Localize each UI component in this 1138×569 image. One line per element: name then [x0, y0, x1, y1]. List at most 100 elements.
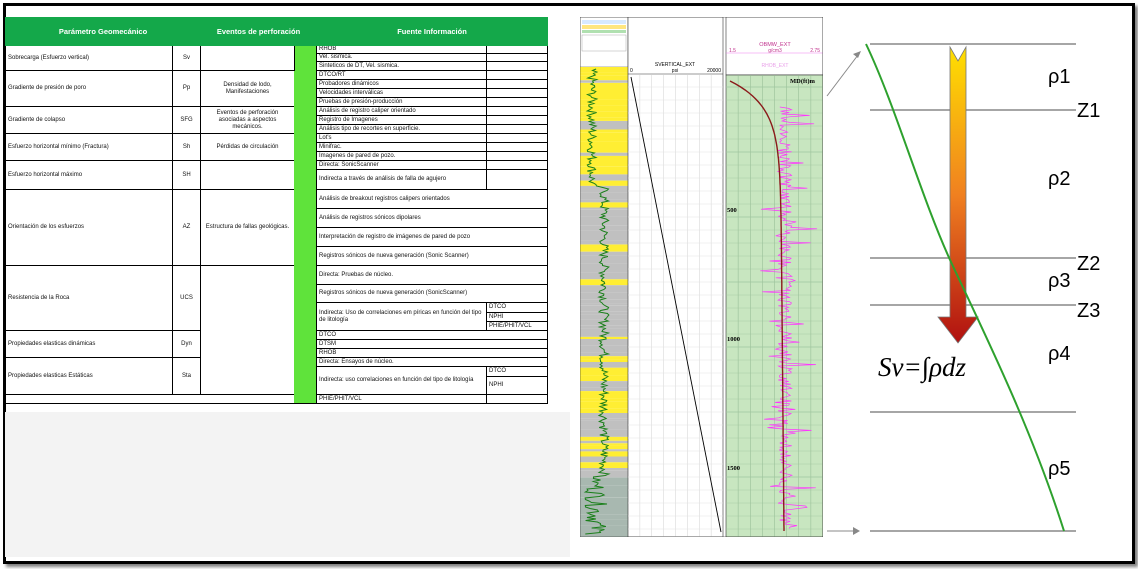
spacer-cell	[5, 394, 295, 404]
table-bottom-area	[5, 412, 570, 557]
source-cell: Probadores dinámicos	[316, 79, 488, 89]
well-log-panel: SVERTICAL_EXT psi 0 20000 OBMW_EXT g/cm3…	[579, 16, 824, 538]
source-extra-cell	[486, 45, 549, 54]
z3-label: Z3	[1077, 300, 1100, 322]
lithology-band	[580, 199, 628, 203]
param-cell: Gradiente de colapso	[5, 106, 173, 134]
lithology-band	[580, 356, 628, 360]
symbol-cell: SFG	[172, 106, 201, 134]
lithology-band	[580, 174, 628, 177]
track3-unit: g/cm3	[768, 48, 782, 54]
lithology-band	[580, 166, 628, 170]
table-row: Orientación de los esfuerzos AZ Estructu…	[5, 189, 549, 266]
lithology-band	[580, 141, 628, 146]
lithology-band	[580, 314, 628, 320]
table-row: Gradiente de colapso SFG Eventos de perf…	[5, 106, 549, 134]
lithology-band	[580, 429, 628, 437]
symbol-cell: Dyn	[172, 330, 201, 358]
lithology-band	[580, 152, 628, 156]
depth-label-1000: 1000	[727, 336, 740, 343]
source-extra-cell	[486, 124, 549, 134]
source-cell: Registros sónicos de nueva generación (S…	[316, 246, 549, 266]
green-divider	[293, 45, 318, 404]
symbol-cell: UCS	[172, 265, 201, 331]
source-cell: Directa: Ensayos de núcleo.	[316, 357, 549, 367]
lithology-band	[580, 121, 628, 130]
lithology-band	[580, 132, 628, 142]
param-cell: Esfuerzo horizontal mínimo (Fractura)	[5, 133, 173, 161]
lithology-band	[580, 289, 628, 293]
obmw-curve	[729, 80, 785, 531]
source-extra-cell	[486, 160, 549, 170]
lithology-band	[580, 485, 628, 493]
source-extra-cell	[486, 97, 549, 107]
lithology-band	[580, 240, 628, 245]
symbol-cell: Pp	[172, 70, 201, 107]
table-row: Esfuerzo horizontal máximo SH Directa: S…	[5, 160, 549, 190]
source-cell: Minifrac.	[316, 142, 488, 152]
lithology-band	[580, 305, 628, 312]
lithology-band	[580, 161, 628, 167]
event-cell: Estructura de fallas geológicas.	[200, 189, 295, 266]
lithology-band	[580, 244, 628, 252]
depth-label-500: 500	[727, 207, 737, 214]
lithology-band	[580, 230, 628, 236]
lithology-band	[580, 381, 628, 386]
geomechanics-table: Parámetro Geomecánico Eventos de perfora…	[5, 17, 549, 404]
param-cell: Resistencia de la Roca	[5, 265, 173, 331]
depth-arrow	[937, 45, 979, 344]
lithology-band	[580, 235, 628, 241]
source-cell: Directa: Pruebas de núcleo.	[316, 265, 549, 285]
table-header-row: Parámetro Geomecánico Eventos de perfora…	[5, 17, 549, 46]
sub-source-cell: NPHI	[486, 312, 549, 322]
source-extra-cell	[486, 53, 549, 62]
header-parameter: Parámetro Geomecánico	[5, 17, 201, 46]
lithology-band	[580, 401, 628, 409]
depth-header: MD(ft)m	[790, 78, 815, 85]
source-cell: Lot's	[316, 133, 488, 143]
lithology-band	[580, 362, 628, 368]
lithology-band	[580, 99, 628, 106]
header-source: Fuente Información	[316, 17, 549, 46]
lithology-band	[580, 367, 628, 376]
lithology-band	[580, 408, 628, 413]
symbol-cell: Sta	[172, 357, 201, 395]
track3-min: 1.5	[729, 48, 736, 54]
lithology-band	[580, 202, 628, 208]
connector-arrowhead-bottom	[853, 527, 860, 535]
well-log-svg: SVERTICAL_EXT psi 0 20000 OBMW_EXT g/cm3…	[579, 16, 824, 538]
source-cell: Indirecta a través de análisis de falla …	[316, 169, 488, 190]
lithology-band	[580, 445, 628, 450]
source-extra-cell	[486, 142, 549, 152]
event-cell: Eventos de perforación asociadas a aspec…	[200, 106, 295, 134]
source-cell: Análisis de registro caliper orientado	[316, 106, 488, 116]
lithology-band	[580, 129, 628, 133]
lithology-band	[580, 462, 628, 468]
param-cell: Propiedades elasticas dinámicas	[5, 330, 173, 358]
source-cell: Imagenes de pared de pozo.	[316, 151, 488, 161]
diagram-svg: ρ1 ρ2 ρ3 ρ4 ρ5 Z1 Z2 Z3	[826, 43, 1100, 535]
lithology-band	[580, 514, 628, 520]
lithology-band	[580, 117, 628, 121]
lithology-band	[580, 336, 628, 340]
table-row: Esfuerzo horizontal mínimo (Fractura) Sh…	[5, 133, 549, 161]
source-extra-cell	[486, 106, 549, 116]
lithology-band	[580, 319, 628, 326]
lithology-band	[580, 532, 628, 537]
source-extra-cell	[486, 133, 549, 143]
lithology-band	[580, 263, 628, 273]
lithology-band	[580, 506, 628, 515]
lithology-band	[580, 155, 628, 161]
source-cell: DTCO/RT	[316, 70, 488, 80]
source-extra-cell	[486, 61, 549, 71]
source-cell: Interpretación de registro de imágenes d…	[316, 227, 549, 247]
track3-title: OBMW_EXT	[759, 42, 791, 48]
lithology-band	[580, 93, 628, 100]
track2-grid	[628, 75, 723, 537]
lithology-band	[580, 72, 628, 76]
source-cell: DTCO	[316, 330, 549, 340]
source-extra-cell	[486, 151, 549, 161]
density-track: OBMW_EXT g/cm3 1.5 2.75 RHOB_EXT MD(ft)m…	[725, 16, 824, 538]
lithology-band	[580, 519, 628, 526]
lithology-band	[580, 146, 628, 153]
